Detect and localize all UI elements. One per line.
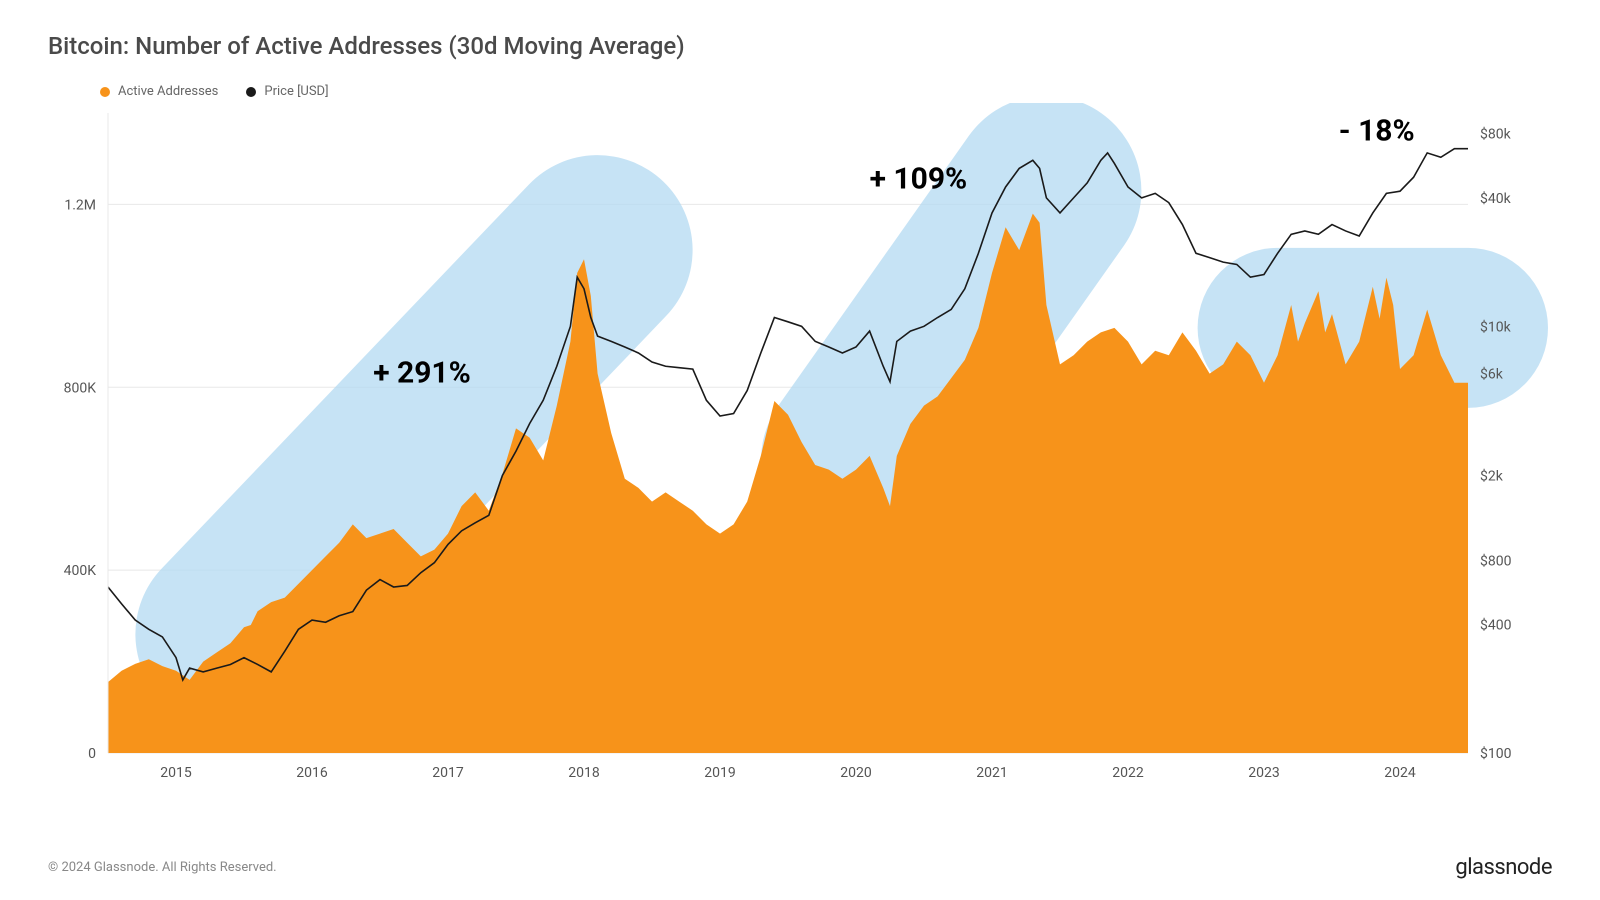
svg-text:2022: 2022	[1112, 765, 1144, 781]
svg-text:$80k: $80k	[1480, 126, 1512, 143]
svg-text:2020: 2020	[840, 765, 872, 781]
svg-text:$400: $400	[1480, 617, 1512, 634]
svg-text:0: 0	[88, 746, 96, 762]
legend-label-addresses: Active Addresses	[118, 84, 218, 99]
svg-text:$6k: $6k	[1480, 366, 1504, 383]
legend-swatch-price	[246, 87, 256, 97]
brand-logo: glassnode	[1455, 855, 1552, 880]
svg-text:$100: $100	[1480, 745, 1512, 762]
svg-text:$40k: $40k	[1480, 190, 1512, 207]
copyright-text: © 2024 Glassnode. All Rights Reserved.	[48, 860, 277, 875]
chart-title: Bitcoin: Number of Active Addresses (30d…	[48, 32, 1552, 60]
chart-area: 0 400K 800K 1.2M $100 $400 $800 $2k $6k $10k $40k $…	[48, 103, 1552, 843]
svg-text:$2k: $2k	[1480, 467, 1504, 484]
svg-text:2016: 2016	[296, 765, 328, 781]
svg-text:- 18%: - 18%	[1339, 113, 1415, 148]
legend-label-price: Price [USD]	[264, 84, 328, 99]
svg-text:2015: 2015	[160, 765, 192, 781]
svg-text:2018: 2018	[568, 765, 600, 781]
svg-text:2021: 2021	[976, 765, 1007, 781]
svg-text:1.2M: 1.2M	[64, 197, 96, 213]
legend: Active Addresses Price [USD]	[100, 84, 1552, 99]
svg-text:+ 109%: + 109%	[870, 161, 968, 196]
svg-text:2024: 2024	[1384, 765, 1416, 781]
legend-item-addresses: Active Addresses	[100, 84, 218, 99]
chart-svg: 0 400K 800K 1.2M $100 $400 $800 $2k $6k $10k $40k $…	[48, 103, 1552, 803]
legend-swatch-addresses	[100, 87, 110, 97]
svg-text:$10k: $10k	[1480, 318, 1512, 335]
svg-text:+ 291%: + 291%	[373, 356, 471, 391]
svg-text:2023: 2023	[1248, 765, 1279, 781]
svg-text:2019: 2019	[704, 765, 735, 781]
svg-text:2017: 2017	[432, 765, 464, 781]
legend-item-price: Price [USD]	[246, 84, 328, 99]
svg-text:800K: 800K	[64, 380, 97, 396]
svg-text:400K: 400K	[64, 563, 97, 579]
svg-text:$800: $800	[1480, 552, 1512, 569]
